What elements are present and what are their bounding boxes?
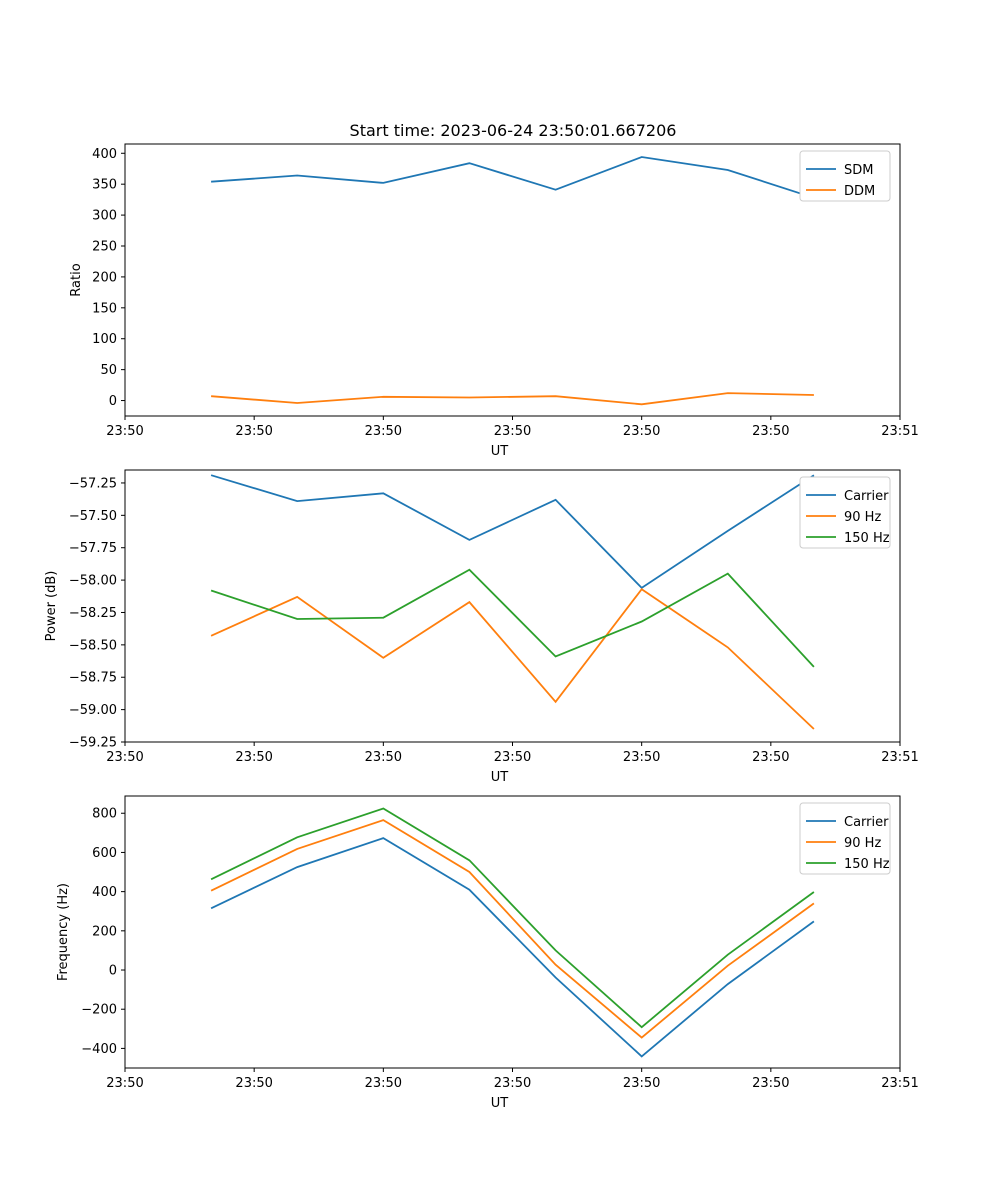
panels: 23:50 23:50 23:50 23:50 23:50 23:50 23:51 0 50 10… xyxy=(44,143,919,1111)
y-tick-label: 600 xyxy=(92,846,117,861)
x-tick-label: 23:50 xyxy=(623,750,660,765)
y-tick-label: −58.75 xyxy=(69,671,117,686)
x-axis-label: UT xyxy=(491,444,509,459)
x-tick-label: 23:50 xyxy=(623,1076,660,1091)
y-tick-label: −58.25 xyxy=(69,606,117,621)
x-tick-label: 23:51 xyxy=(881,750,918,765)
y-tick-label: 200 xyxy=(92,270,117,285)
legend-label: Carrier xyxy=(844,815,889,830)
panel-1: 23:50 23:50 23:50 23:50 23:50 23:50 23:51 0 50 10… xyxy=(69,143,919,459)
y-tick-label: −200 xyxy=(81,1003,117,1018)
y-tick-label: −59.25 xyxy=(69,736,117,751)
y-tick-label: −400 xyxy=(81,1042,117,1057)
y-tick-label: 250 xyxy=(92,240,117,255)
x-tick-label: 23:50 xyxy=(365,424,402,439)
x-tick-label: 23:50 xyxy=(365,750,402,765)
legend-box xyxy=(799,150,891,202)
y-tick-label: −57.75 xyxy=(69,541,117,556)
y-axis-label: Ratio xyxy=(69,263,84,296)
series-line-150-hz xyxy=(210,568,815,668)
y-tick-label: 150 xyxy=(92,301,117,316)
series-line-carrier xyxy=(210,474,815,590)
x-tick-label: 23:50 xyxy=(494,750,531,765)
y-tick-label: −57.50 xyxy=(69,509,117,524)
legend-label: 90 Hz xyxy=(844,510,881,525)
y-axis-label: Power (dB) xyxy=(44,571,59,642)
series-line-sdm xyxy=(211,156,815,199)
series-line-150-hz xyxy=(210,807,815,1029)
legend-label: 150 Hz xyxy=(844,531,890,546)
y-tick-label: 0 xyxy=(109,964,117,979)
legend: Carrier 90 Hz 150 Hz xyxy=(799,802,891,875)
legend: Carrier 90 Hz 150 Hz xyxy=(799,476,891,549)
legend-label: DDM xyxy=(844,184,875,199)
x-tick-label: 23:51 xyxy=(881,424,918,439)
x-tick-label: 23:50 xyxy=(106,1076,143,1091)
x-tick-label: 23:50 xyxy=(235,750,272,765)
y-tick-label: −58.00 xyxy=(69,574,117,589)
legend: SDM DDM xyxy=(799,150,891,202)
y-tick-label: 0 xyxy=(109,394,117,409)
x-tick-label: 23:50 xyxy=(235,424,272,439)
y-axis-label: Frequency (Hz) xyxy=(56,883,71,981)
y-tick-label: 400 xyxy=(92,885,117,900)
x-axis-label: UT xyxy=(491,1096,509,1111)
x-tick-label: 23:50 xyxy=(235,1076,272,1091)
x-tick-label: 23:50 xyxy=(623,424,660,439)
legend-label: 150 Hz xyxy=(844,857,890,872)
y-tick-label: −57.25 xyxy=(69,476,117,491)
y-tick-label: 350 xyxy=(92,178,117,193)
x-tick-label: 23:50 xyxy=(752,750,789,765)
x-tick-label: 23:50 xyxy=(494,424,531,439)
series-line-ddm xyxy=(211,392,814,406)
x-tick-label: 23:51 xyxy=(881,1076,918,1091)
panel-3: 23:50 23:50 23:50 23:50 23:50 23:50 23:51 −400 −… xyxy=(56,795,919,1111)
y-tick-label: 800 xyxy=(92,807,117,822)
y-tick-label: 200 xyxy=(92,924,117,939)
series-line-carrier xyxy=(210,837,815,1058)
x-axis-label: UT xyxy=(491,770,509,785)
y-tick-label: 300 xyxy=(92,209,117,224)
y-tick-label: 100 xyxy=(92,332,117,347)
legend-label: 90 Hz xyxy=(844,836,881,851)
x-tick-label: 23:50 xyxy=(106,424,143,439)
x-tick-label: 23:50 xyxy=(752,1076,789,1091)
y-tick-label: 50 xyxy=(100,363,117,378)
panel-2: 23:50 23:50 23:50 23:50 23:50 23:50 23:51 −59.2… xyxy=(44,469,919,785)
y-tick-label: −58.50 xyxy=(69,638,117,653)
x-tick-label: 23:50 xyxy=(494,1076,531,1091)
series-line-90-hz xyxy=(210,587,815,730)
y-tick-label: 400 xyxy=(92,147,117,162)
y-tick-label: −59.00 xyxy=(69,703,117,718)
x-tick-label: 23:50 xyxy=(752,424,789,439)
chart-title: Start time: 2023-06-24 23:50:01.667206 xyxy=(350,121,677,140)
x-tick-label: 23:50 xyxy=(365,1076,402,1091)
series-line-90-hz xyxy=(210,819,815,1039)
legend-label: Carrier xyxy=(844,489,889,504)
x-tick-label: 23:50 xyxy=(106,750,143,765)
legend-label: SDM xyxy=(844,163,873,178)
